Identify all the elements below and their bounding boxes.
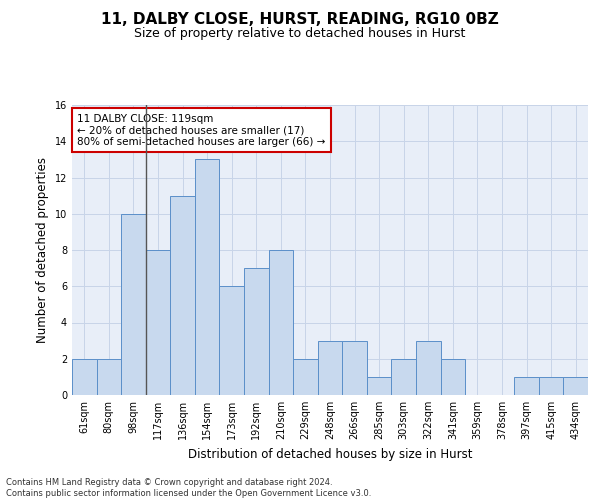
Bar — [97, 359, 121, 395]
Bar — [269, 250, 293, 395]
Text: Size of property relative to detached houses in Hurst: Size of property relative to detached ho… — [134, 28, 466, 40]
Bar — [318, 340, 342, 395]
Bar — [391, 359, 416, 395]
Bar — [539, 377, 563, 395]
Bar — [220, 286, 244, 395]
Text: 11 DALBY CLOSE: 119sqm
← 20% of detached houses are smaller (17)
80% of semi-det: 11 DALBY CLOSE: 119sqm ← 20% of detached… — [77, 114, 326, 147]
Bar — [195, 160, 220, 395]
Bar — [244, 268, 269, 395]
Bar — [170, 196, 195, 395]
Text: Contains HM Land Registry data © Crown copyright and database right 2024.
Contai: Contains HM Land Registry data © Crown c… — [6, 478, 371, 498]
Bar — [146, 250, 170, 395]
Bar — [563, 377, 588, 395]
Bar — [367, 377, 391, 395]
Y-axis label: Number of detached properties: Number of detached properties — [36, 157, 49, 343]
X-axis label: Distribution of detached houses by size in Hurst: Distribution of detached houses by size … — [188, 448, 472, 460]
Bar — [342, 340, 367, 395]
Text: 11, DALBY CLOSE, HURST, READING, RG10 0BZ: 11, DALBY CLOSE, HURST, READING, RG10 0B… — [101, 12, 499, 28]
Bar — [416, 340, 440, 395]
Bar — [514, 377, 539, 395]
Bar — [293, 359, 318, 395]
Bar — [121, 214, 146, 395]
Bar — [440, 359, 465, 395]
Bar — [72, 359, 97, 395]
